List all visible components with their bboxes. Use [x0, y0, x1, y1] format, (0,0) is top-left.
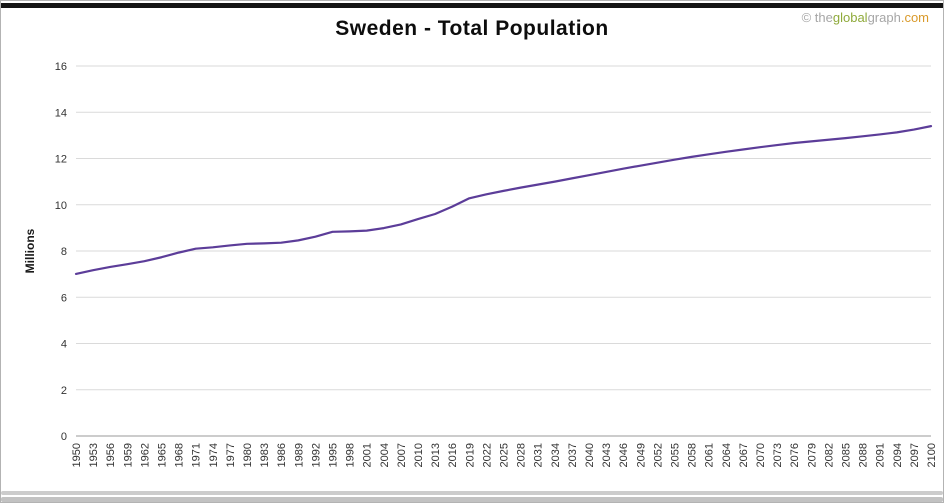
x-tick-label: 2070 [755, 443, 767, 467]
x-tick-label: 2049 [635, 443, 647, 467]
x-tick-label: 2013 [430, 443, 442, 467]
x-tick-label: 2052 [652, 443, 664, 467]
x-tick-label: 2004 [379, 443, 391, 467]
x-tick-label: 1989 [293, 443, 305, 467]
x-tick-label: 1950 [71, 443, 83, 467]
x-tick-label: 2097 [909, 443, 921, 467]
x-tick-label: 1953 [88, 443, 100, 467]
x-tick-label: 1956 [105, 443, 117, 467]
x-tick-label: 1980 [242, 443, 254, 467]
x-tick-label: 2055 [670, 443, 682, 467]
x-tick-label: 2001 [362, 443, 374, 467]
x-tick-label: 2040 [584, 443, 596, 467]
x-tick-label: 2088 [858, 443, 870, 467]
chart-title: Sweden - Total Population [335, 17, 609, 40]
y-tick-label: 14 [55, 107, 67, 119]
x-tick-label: 2031 [533, 443, 545, 467]
x-tick-label: 2025 [499, 443, 511, 467]
x-tick-label: 2034 [550, 443, 562, 467]
x-tick-label: 1959 [122, 443, 134, 467]
y-tick-label: 6 [61, 292, 67, 304]
x-tick-label: 2037 [567, 443, 579, 467]
x-tick-label: 2079 [806, 443, 818, 467]
x-tick-label: 1995 [328, 443, 340, 467]
y-tick-label: 0 [61, 431, 67, 443]
top-border-bar [1, 3, 943, 8]
x-tick-label: 2100 [926, 443, 938, 467]
bottom-divider-1 [1, 491, 943, 495]
y-tick-label: 10 [55, 200, 67, 212]
y-tick-label: 4 [61, 339, 67, 351]
x-tick-label: 2016 [447, 443, 459, 467]
x-tick-label: 1971 [191, 443, 203, 467]
x-tick-label: 2058 [687, 443, 699, 467]
x-tick-label: 2028 [516, 443, 528, 467]
watermark-part: graph [867, 10, 901, 25]
x-tick-label: 1968 [174, 443, 186, 467]
x-tick-label: 2073 [772, 443, 784, 467]
x-tick-label: 1974 [208, 443, 220, 467]
x-tick-label: 2010 [413, 443, 425, 467]
x-tick-label: 2064 [721, 443, 733, 467]
x-tick-label: 2076 [789, 443, 801, 467]
watermark-part: the [814, 10, 833, 25]
x-tick-label: 2007 [396, 443, 408, 467]
x-tick-label: 1998 [345, 443, 357, 467]
x-tick-label: 1962 [139, 443, 151, 467]
y-axis-title: Millions [23, 228, 37, 273]
population-line-series [74, 125, 933, 275]
x-tick-label: 2085 [841, 443, 853, 467]
y-tick-label: 8 [61, 246, 67, 258]
y-tick-label: 12 [55, 154, 67, 166]
x-tick-label: 1977 [225, 443, 237, 467]
x-tick-label: 1992 [310, 443, 322, 467]
x-tick-label: 1986 [276, 443, 288, 467]
x-tick-label: 2019 [464, 443, 476, 467]
watermark-part: .com [900, 10, 929, 25]
x-tick-label: 2043 [601, 443, 613, 467]
x-tick-label: 1965 [157, 443, 169, 467]
copyright-symbol: © [801, 10, 815, 25]
watermark-part: global [832, 10, 868, 25]
x-tick-label: 2046 [618, 443, 630, 467]
x-tick-label: 2091 [875, 443, 887, 467]
y-tick-label: 2 [61, 385, 67, 397]
x-tick-label: 2094 [892, 443, 904, 467]
x-tick-label: 2067 [738, 443, 750, 467]
y-tick-label: 16 [55, 61, 67, 73]
watermark: © theglobalgraph.com [802, 10, 929, 25]
x-tick-label: 2061 [704, 443, 716, 467]
x-tick-label: 1983 [259, 443, 271, 467]
x-tick-label: 2022 [481, 443, 493, 467]
x-tick-label: 2082 [823, 443, 835, 467]
bottom-divider-2 [1, 497, 943, 502]
